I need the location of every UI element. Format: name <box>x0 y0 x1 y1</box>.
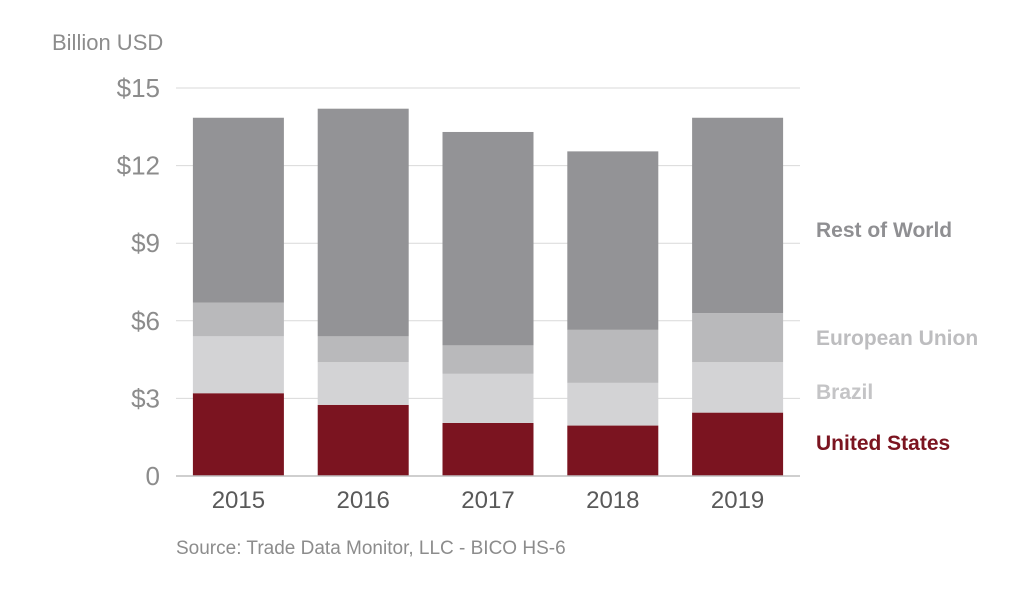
bar-segment-brazil-2015 <box>192 336 284 394</box>
bar-segment-rest-of-world-2016 <box>317 108 409 337</box>
bars <box>192 108 784 476</box>
y-tick-label: 0 <box>146 461 160 491</box>
legend-label-brazil: Brazil <box>816 381 873 404</box>
x-tick-label: 2018 <box>586 487 639 514</box>
source-note: Source: Trade Data Monitor, LLC - BICO H… <box>176 538 566 559</box>
bar-segment-rest-of-world-2019 <box>692 117 784 314</box>
y-tick-label: $12 <box>117 151 160 181</box>
y-axis-label: Billion USD <box>52 30 163 55</box>
bar-segment-brazil-2019 <box>692 362 784 413</box>
legend: United States Brazil European Union Rest of… <box>816 219 978 455</box>
bar-segment-brazil-2017 <box>442 373 534 423</box>
x-tick-label: 2017 <box>461 487 514 514</box>
bar-segment-united-states-2017 <box>442 422 534 476</box>
x-tick-label: 2015 <box>212 487 265 514</box>
bar-segment-united-states-2018 <box>567 425 659 476</box>
bar-segment-united-states-2019 <box>692 412 784 476</box>
bar-segment-rest-of-world-2018 <box>567 151 659 330</box>
y-tick-label: $9 <box>131 228 160 258</box>
y-tick-label: $6 <box>131 306 160 336</box>
x-tick-labels: 2015 2016 2017 2018 2019 <box>212 487 765 514</box>
bar-segment-brazil-2016 <box>317 362 409 405</box>
bar-segment-european-union-2018 <box>567 329 659 383</box>
bar-segment-european-union-2015 <box>192 302 284 337</box>
bar-segment-united-states-2016 <box>317 404 409 476</box>
bar-segment-brazil-2018 <box>567 382 659 426</box>
bar-segment-european-union-2017 <box>442 345 534 374</box>
bar-segment-european-union-2016 <box>317 336 409 363</box>
y-tick-labels: 0 $3 $6 $9 $12 $15 <box>117 73 160 491</box>
legend-label-rest-of-world: Rest of World <box>816 219 952 242</box>
legend-label-united-states: United States <box>816 432 950 455</box>
bar-segment-european-union-2019 <box>692 313 784 363</box>
bar-segment-united-states-2015 <box>192 393 284 476</box>
bar-segment-rest-of-world-2017 <box>442 131 534 346</box>
legend-label-european-union: European Union <box>816 327 978 350</box>
x-tick-label: 2019 <box>711 487 764 514</box>
bar-segment-rest-of-world-2015 <box>192 117 284 303</box>
y-tick-label: $3 <box>131 383 160 413</box>
x-tick-label: 2016 <box>337 487 390 514</box>
y-tick-label: $15 <box>117 73 160 103</box>
